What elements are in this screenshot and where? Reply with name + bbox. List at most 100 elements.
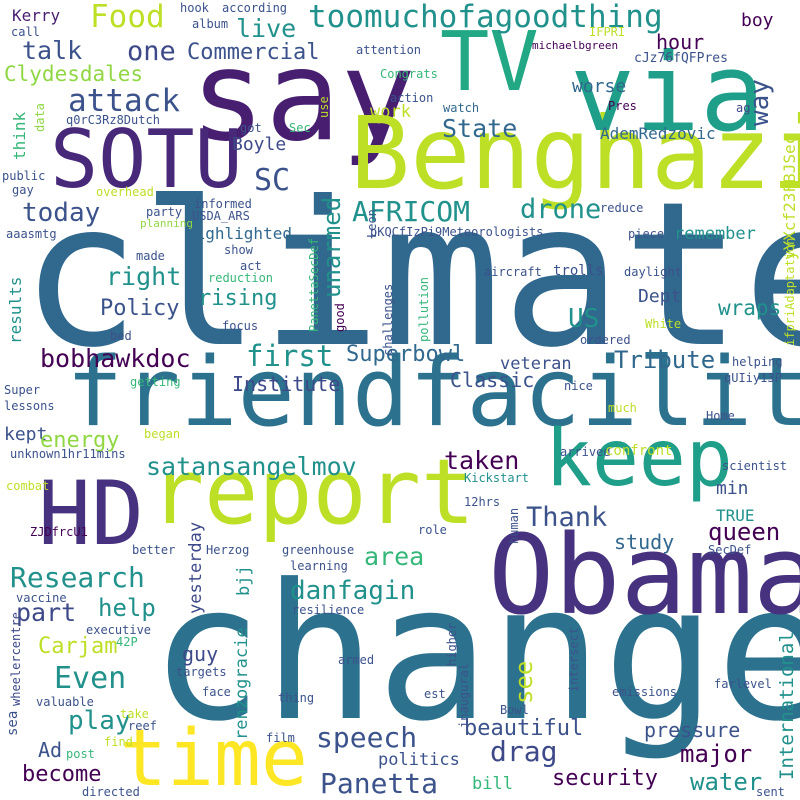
word-made: made <box>136 249 165 263</box>
word-secdef: SecDef <box>708 543 752 557</box>
word-bjj: bjj <box>234 565 254 596</box>
word-q0rc3rz8dutch: q0rC3Rz8Dutch <box>66 113 160 127</box>
word-film: film <box>266 731 295 745</box>
word-home: Home <box>706 409 735 423</box>
word-white: White <box>645 317 682 331</box>
word-executive: executive <box>86 623 152 637</box>
word-today: today <box>22 198 101 228</box>
word-taken: taken <box>444 446 520 475</box>
word-attack: attack <box>68 83 180 119</box>
word-data: data <box>33 103 47 132</box>
word-worse: worse <box>572 76 627 97</box>
word-super: Super <box>4 383 41 397</box>
word-call: call <box>11 25 40 39</box>
word-kerry: Kerry <box>12 6 61 25</box>
word-reef: reef <box>128 719 157 733</box>
word-security: security <box>552 766 658 791</box>
word-friendfacility: friendfacility <box>66 338 800 448</box>
word-min: min <box>716 478 749 499</box>
word-targets: targets <box>176 665 227 679</box>
word-international: International <box>776 631 798 780</box>
word-tv: TV <box>440 15 539 110</box>
word-unarmed: unarmed <box>318 196 346 298</box>
word-higher: higher <box>445 622 459 666</box>
word-tribute: Tribute <box>614 346 716 374</box>
word-boy: boy <box>741 10 774 31</box>
word-sent: sent <box>756 785 785 799</box>
word-party: party <box>146 205 183 219</box>
word-congrats: Congrats <box>380 67 438 81</box>
word-say: say <box>190 24 416 169</box>
word-classic: Classic <box>450 368 535 392</box>
word-renzogracie: renzogracie <box>232 627 252 740</box>
word-twelvehrs: 12hrs <box>464 495 501 509</box>
word-quiiy13p: qUIiy13P <box>724 371 782 385</box>
word-institute: Institute <box>232 372 341 396</box>
word-hook: hook <box>180 1 209 15</box>
word-food: Food <box>90 0 165 35</box>
word-talk: talk <box>22 36 83 65</box>
word-combat: combat <box>6 479 50 493</box>
word-album: album <box>192 17 229 31</box>
word-find: find <box>104 735 133 749</box>
word-confront: confront <box>605 443 673 459</box>
word-superbowl: Superbowl <box>346 342 466 367</box>
word-take: take <box>120 707 149 721</box>
word-climate: climate <box>20 159 800 392</box>
word-veteran: veteran <box>500 354 572 374</box>
word-politics: politics <box>378 750 460 770</box>
word-highlighted: highlighted <box>186 224 292 243</box>
word-us: US <box>568 304 600 334</box>
word-michaelbgreen: michaelbgreen <box>532 39 619 52</box>
word-panetta: Panetta <box>320 767 439 800</box>
word-bowl: Bowl <box>500 703 529 717</box>
word-scientist: scientist <box>722 459 788 473</box>
word-much: much <box>608 401 637 415</box>
word-guy: guy <box>182 642 219 666</box>
word-first: first <box>246 339 334 373</box>
word-results: results <box>6 276 25 344</box>
word-carjam: Carjam <box>38 634 118 659</box>
word-better: better <box>132 543 176 557</box>
word-pollution: pollution <box>417 276 431 342</box>
word-aircraft: aircraft <box>484 265 542 279</box>
word-public: public <box>2 169 46 183</box>
word-bill: bill <box>472 774 513 794</box>
word-inaugural: inaugural <box>457 662 471 728</box>
word-boyle: Boyle <box>232 134 287 155</box>
word-getting: getting <box>130 375 181 389</box>
word-vaccine: vaccine <box>16 591 67 605</box>
word-cjz76fqfpres: cJz76fQFPres <box>634 51 728 66</box>
word-farlevel: farlevel <box>714 677 772 691</box>
word-ad: Ad <box>38 738 63 762</box>
word-intersect: intersect <box>567 626 581 692</box>
word-thank: Thank <box>526 502 608 533</box>
word-energy: energy <box>40 428 120 453</box>
word-sotu: SOTU <box>50 113 243 206</box>
word-usda-ars: USDA_ARS <box>192 209 250 223</box>
word-daylight: daylight <box>624 265 682 279</box>
word-herzog: Herzog <box>206 543 250 557</box>
word-drag: drag <box>490 735 558 768</box>
word-africom: AFRICOM <box>352 195 471 228</box>
word-toomuchofagoodthing: toomuchofagoodthing <box>308 0 663 35</box>
word-keep: keep <box>545 414 733 504</box>
word-sec: Sec <box>289 121 311 135</box>
word-fortytwop: 42P <box>116 635 138 649</box>
word-danfagin: danfagin <box>290 576 416 606</box>
word-challenges: challenges <box>381 283 395 356</box>
word-wheelercentre: wheelercentre <box>9 612 23 706</box>
word-dept: Dept <box>638 286 682 307</box>
word-obama: Obama <box>488 511 800 639</box>
word-directed: directed <box>82 785 140 799</box>
word-hour: hour <box>656 30 705 54</box>
word-thing: thing <box>278 691 315 705</box>
word-hd: HD <box>38 462 144 565</box>
word-right: right <box>106 262 182 291</box>
word-play: play <box>68 706 131 736</box>
word-beautiful: beautiful <box>464 716 584 741</box>
word-time: time <box>120 714 308 800</box>
word-yesterday: yesterday <box>186 521 206 614</box>
word-trolls: trolls <box>553 263 604 279</box>
word-speech: speech <box>316 721 418 754</box>
